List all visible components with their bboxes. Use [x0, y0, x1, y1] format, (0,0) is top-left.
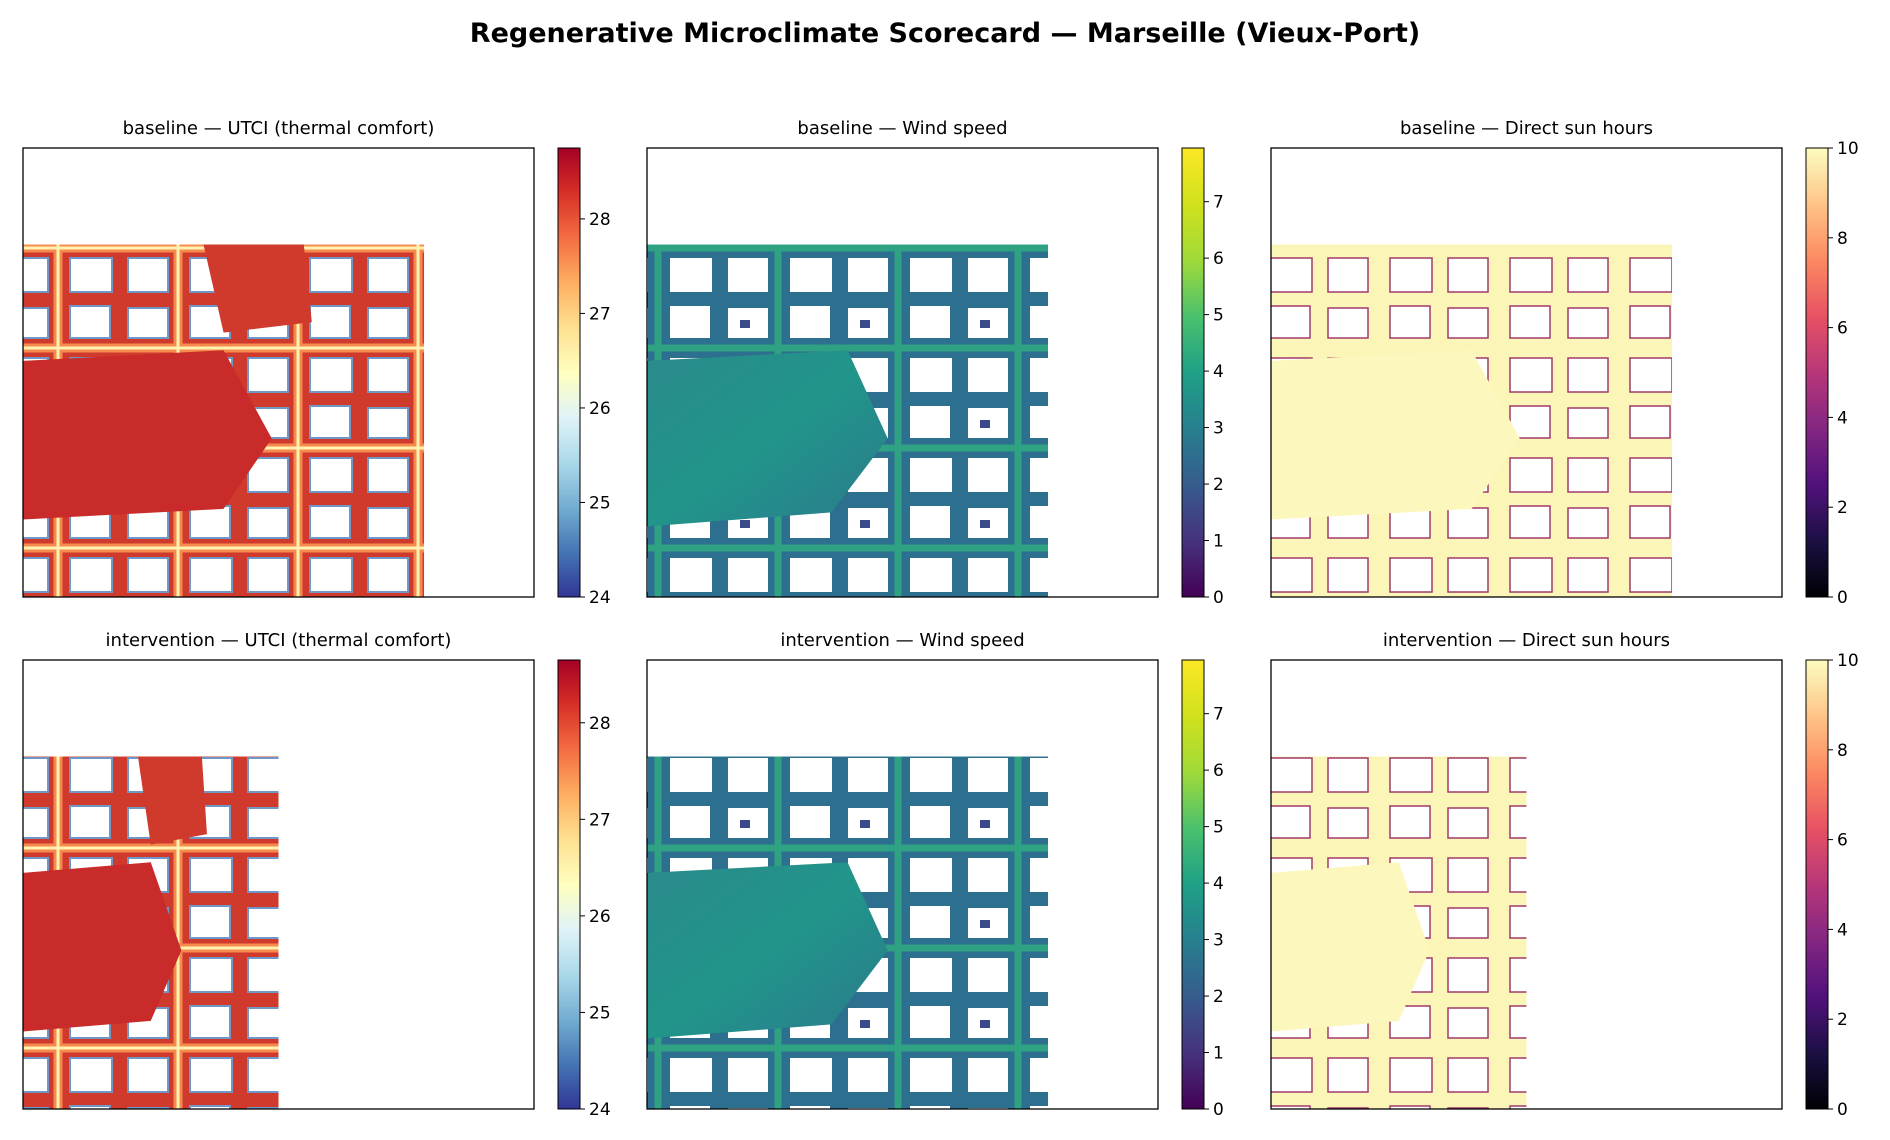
colorbar-tick-label: 3	[1213, 419, 1224, 439]
colorbar-tick-label: 2	[1213, 987, 1224, 1007]
colorbar-tick-label: 27	[589, 810, 611, 830]
heatmap-image	[23, 756, 279, 1109]
panel-title: intervention — Direct sun hours	[1383, 630, 1670, 651]
colorbar-gradient	[1181, 147, 1205, 598]
heatmap-image	[647, 756, 1049, 1109]
panel-baseline-2: baseline — Direct sun hours 0 2 4 6 8 10	[1270, 118, 1859, 608]
colorbar-tick-label: 24	[589, 588, 611, 608]
heatmap-image	[1271, 756, 1527, 1109]
colorbar: 0 2 4 6 8 10	[1805, 139, 1859, 608]
colorbar-tick-label: 5	[1213, 818, 1224, 838]
colorbar-tick-label: 2	[1213, 475, 1224, 495]
colorbar-tick-label: 3	[1213, 931, 1224, 951]
colorbar-tick-label: 0	[1837, 1100, 1848, 1120]
colorbar-tick-label: 7	[1213, 193, 1224, 213]
colorbar-tick-label: 10	[1837, 139, 1859, 159]
colorbar-tick-label: 6	[1837, 831, 1848, 851]
colorbar-tick-label: 6	[1837, 319, 1848, 339]
colorbar-tick-label: 2	[1837, 1010, 1848, 1030]
panel-title: baseline — UTCI (thermal comfort)	[123, 118, 435, 139]
panel-baseline-1: baseline — Wind speed 0 1 2 3 4 5 6 7	[646, 118, 1224, 608]
colorbar-gradient	[1805, 147, 1829, 598]
panel-title: baseline — Direct sun hours	[1400, 118, 1653, 139]
panel-title: baseline — Wind speed	[797, 118, 1007, 139]
colorbar: 0 1 2 3 4 5 6 7	[1181, 147, 1224, 608]
colorbar-tick-label: 6	[1213, 249, 1224, 269]
colorbar-tick-label: 10	[1837, 651, 1859, 671]
colorbar-gradient	[557, 659, 581, 1110]
axes-frame	[646, 147, 1159, 598]
colorbar-tick-label: 25	[589, 493, 611, 513]
colorbar-tick-label: 24	[589, 1100, 611, 1120]
colorbar-gradient	[557, 147, 581, 598]
panel-title: intervention — Wind speed	[780, 630, 1024, 651]
colorbar: 24 25 26 27 28	[557, 659, 611, 1120]
colorbar-tick-label: 4	[1213, 362, 1224, 382]
colorbar-tick-label: 28	[589, 714, 611, 734]
colorbar-tick-label: 26	[589, 907, 611, 927]
panel-intervention-1: intervention — Wind speed 0 1 2 3 4 5 6 7	[646, 630, 1224, 1120]
colorbar: 0 1 2 3 4 5 6 7	[1181, 659, 1224, 1120]
heatmap-image	[23, 244, 425, 597]
colorbar: 24 25 26 27 28	[557, 147, 611, 608]
axes-frame	[22, 659, 535, 1110]
colorbar-tick-label: 0	[1837, 588, 1848, 608]
colorbar-tick-label: 8	[1837, 229, 1848, 249]
colorbar-tick-label: 5	[1213, 306, 1224, 326]
heatmap-image	[1271, 244, 1673, 597]
colorbar-tick-label: 28	[589, 210, 611, 230]
colorbar-tick-label: 2	[1837, 498, 1848, 518]
colorbar-tick-label: 25	[589, 1003, 611, 1023]
colorbar-tick-label: 4	[1213, 874, 1224, 894]
axes-frame	[1270, 147, 1783, 598]
panel-baseline-0: baseline — UTCI (thermal comfort)2425262…	[22, 118, 611, 608]
colorbar-tick-label: 7	[1213, 705, 1224, 725]
panel-intervention-0: intervention — UTCI (thermal comfort)242…	[22, 630, 611, 1120]
colorbar-tick-label: 4	[1837, 920, 1848, 940]
panel-title: intervention — UTCI (thermal comfort)	[106, 630, 452, 651]
axes-frame	[22, 147, 535, 598]
colorbar-gradient	[1805, 659, 1829, 1110]
colorbar-tick-label: 27	[589, 304, 611, 324]
colorbar: 0 2 4 6 8 10	[1805, 651, 1859, 1120]
axes-frame	[646, 659, 1159, 1110]
colorbar-tick-label: 0	[1213, 1100, 1224, 1120]
colorbar-gradient	[1181, 659, 1205, 1110]
axes-frame	[1270, 659, 1783, 1110]
figure-title: Regenerative Microclimate Scorecard — Ma…	[469, 18, 1421, 49]
colorbar-tick-label: 1	[1213, 532, 1224, 552]
heatmap-image	[647, 244, 1049, 597]
colorbar-tick-label: 8	[1837, 741, 1848, 761]
colorbar-tick-label: 6	[1213, 761, 1224, 781]
colorbar-tick-label: 26	[589, 399, 611, 419]
colorbar-tick-label: 4	[1837, 408, 1848, 428]
panel-intervention-2: intervention — Direct sun hours 0 2 4 6 8 10	[1270, 630, 1859, 1120]
colorbar-tick-label: 0	[1213, 588, 1224, 608]
colorbar-tick-label: 1	[1213, 1044, 1224, 1064]
